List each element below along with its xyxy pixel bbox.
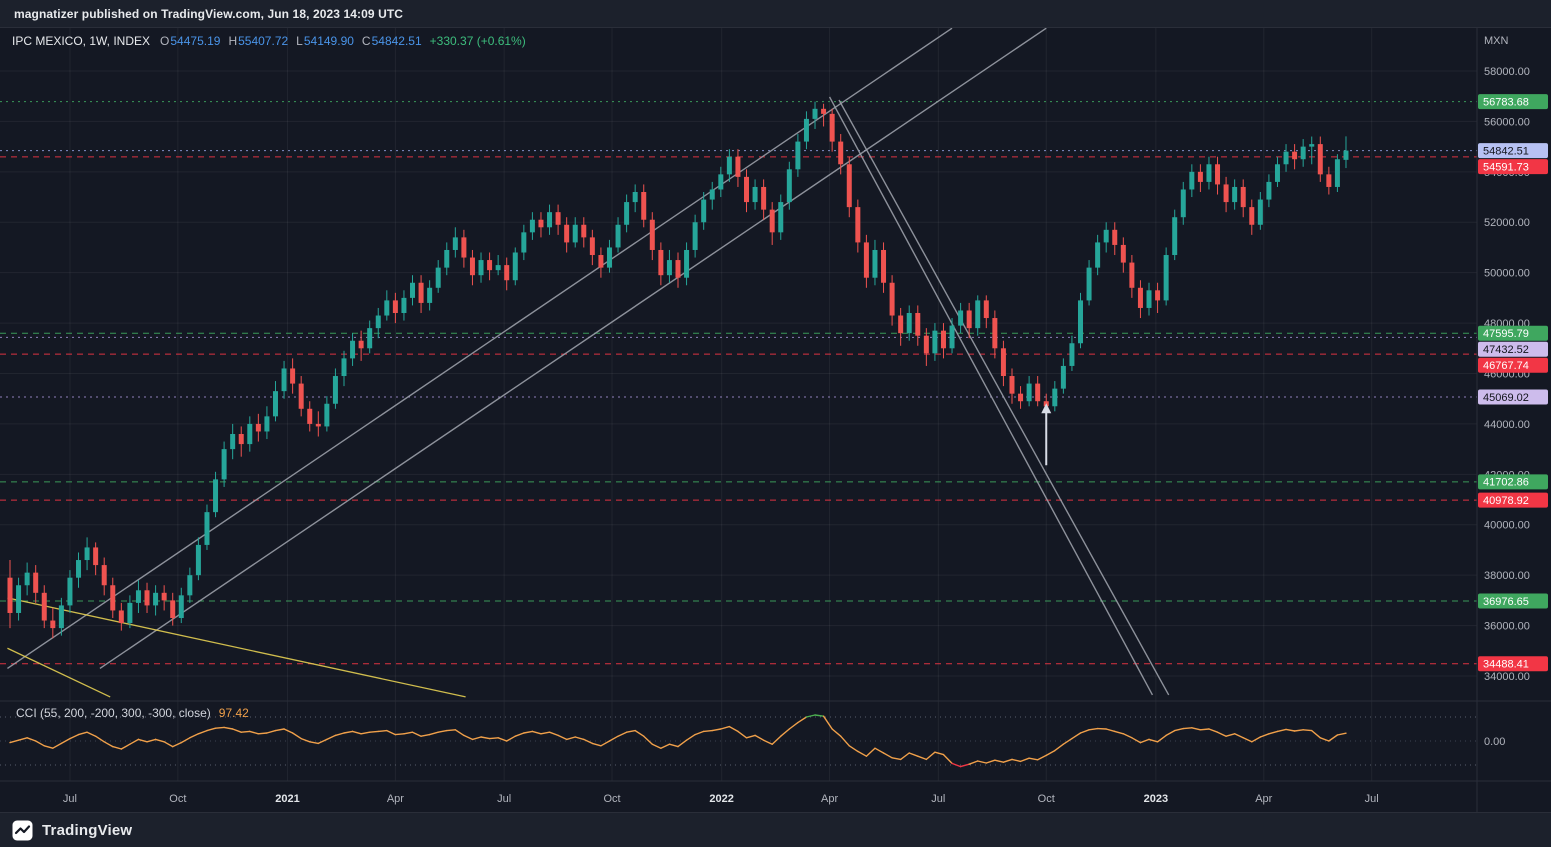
svg-text:50000.00: 50000.00	[1484, 268, 1530, 280]
svg-text:47595.79: 47595.79	[1483, 328, 1529, 340]
svg-text:2022: 2022	[709, 793, 733, 805]
pane-dividers	[0, 28, 1551, 812]
high-value: 55407.72	[238, 34, 289, 48]
high-label: H	[228, 34, 238, 48]
brand-name[interactable]: TradingView	[42, 821, 133, 839]
close-value: 54842.51	[371, 34, 422, 48]
ohlc-high: H 55407.72	[228, 34, 288, 48]
svg-text:45069.02: 45069.02	[1483, 392, 1529, 404]
published-line[interactable]: magnatizer published on TradingView.com,…	[14, 6, 404, 21]
svg-text:Oct: Oct	[603, 793, 620, 805]
svg-text:54842.51: 54842.51	[1483, 145, 1529, 157]
svg-text:2021: 2021	[275, 793, 299, 805]
candles-layer	[7, 101, 1349, 639]
svg-text:46767.74: 46767.74	[1483, 360, 1529, 372]
svg-text:40978.92: 40978.92	[1483, 495, 1529, 507]
svg-text:0.00: 0.00	[1484, 736, 1505, 748]
svg-text:Apr: Apr	[821, 793, 838, 805]
svg-text:58000.00: 58000.00	[1484, 66, 1530, 78]
svg-text:Jul: Jul	[497, 793, 511, 805]
svg-text:Jul: Jul	[63, 793, 77, 805]
open-value: 54475.19	[170, 34, 221, 48]
close-label: C	[361, 34, 371, 48]
low-label: L	[296, 34, 303, 48]
published-bar: magnatizer published on TradingView.com,…	[0, 0, 1551, 28]
grid-layer	[0, 28, 1477, 781]
cci-layer	[0, 714, 1477, 768]
svg-text:52000.00: 52000.00	[1484, 217, 1530, 229]
price-badge[interactable]	[1478, 325, 1548, 341]
price-badge[interactable]	[1478, 593, 1548, 609]
open-label: O	[160, 34, 170, 48]
svg-text:34000.00: 34000.00	[1484, 671, 1530, 683]
footer-bar: TradingView	[0, 812, 1551, 847]
price-badge[interactable]	[1478, 94, 1548, 110]
low-value: 54149.90	[303, 34, 354, 48]
ohlc-open: O 54475.19	[160, 34, 220, 48]
svg-text:56000.00: 56000.00	[1484, 116, 1530, 128]
svg-text:38000.00: 38000.00	[1484, 570, 1530, 582]
tradingview-logo-icon[interactable]	[12, 820, 33, 841]
ohlc-close: C 54842.51	[362, 34, 422, 48]
price-badge[interactable]	[1478, 656, 1548, 672]
svg-text:36000.00: 36000.00	[1484, 621, 1530, 633]
svg-text:2023: 2023	[1144, 793, 1168, 805]
symbol-legend[interactable]: IPC MEXICO, 1W, INDEX O 54475.19 H 55407.7…	[12, 34, 526, 48]
svg-text:40000.00: 40000.00	[1484, 520, 1530, 532]
svg-text:Oct: Oct	[1038, 793, 1055, 805]
svg-text:Jul: Jul	[931, 793, 945, 805]
trendlines-layer[interactable]	[7, 27, 1170, 698]
cci-legend[interactable]: CCI (55, 200, -200, 300, -300, close) 97…	[16, 706, 249, 720]
svg-text:56783.68: 56783.68	[1483, 96, 1529, 108]
arrow-annotation[interactable]	[1041, 403, 1052, 466]
cci-label[interactable]: CCI (55, 200, -200, 300, -300, close)	[16, 706, 211, 720]
price-levels-layer[interactable]	[0, 101, 1477, 665]
price-badges-layer[interactable]: 56783.68 54842.51 54591.73 47595.79 47432.52…	[1478, 94, 1548, 672]
svg-text:34488.41: 34488.41	[1483, 658, 1529, 670]
time-axis[interactable]: Jul Oct 2021 Apr Jul Oct 2022 Apr Jul Oct 2023 Apr J…	[63, 793, 1379, 805]
svg-text:47432.52: 47432.52	[1483, 344, 1529, 356]
svg-text:Oct: Oct	[169, 793, 186, 805]
svg-text:41702.86: 41702.86	[1483, 477, 1529, 489]
price-badge[interactable]	[1478, 143, 1548, 159]
svg-text:54591.73: 54591.73	[1483, 161, 1529, 173]
svg-text:Apr: Apr	[387, 793, 404, 805]
svg-text:44000.00: 44000.00	[1484, 419, 1530, 431]
price-axis-currency: MXN	[1484, 35, 1509, 47]
svg-text:Apr: Apr	[1255, 793, 1272, 805]
price-badge[interactable]	[1478, 389, 1548, 405]
price-badge[interactable]	[1478, 159, 1548, 175]
svg-text:36976.65: 36976.65	[1483, 596, 1529, 608]
price-badge[interactable]	[1478, 474, 1548, 490]
symbol-title[interactable]: IPC MEXICO, 1W, INDEX	[12, 34, 151, 48]
change-value: +330.37 (+0.61%)	[429, 34, 526, 48]
svg-text:Jul: Jul	[1365, 793, 1379, 805]
price-badge[interactable]	[1478, 341, 1548, 357]
price-badge[interactable]	[1478, 357, 1548, 373]
price-badge[interactable]	[1478, 492, 1548, 508]
ohlc-low: L 54149.90	[296, 34, 354, 48]
cci-value: 97.42	[218, 706, 249, 720]
